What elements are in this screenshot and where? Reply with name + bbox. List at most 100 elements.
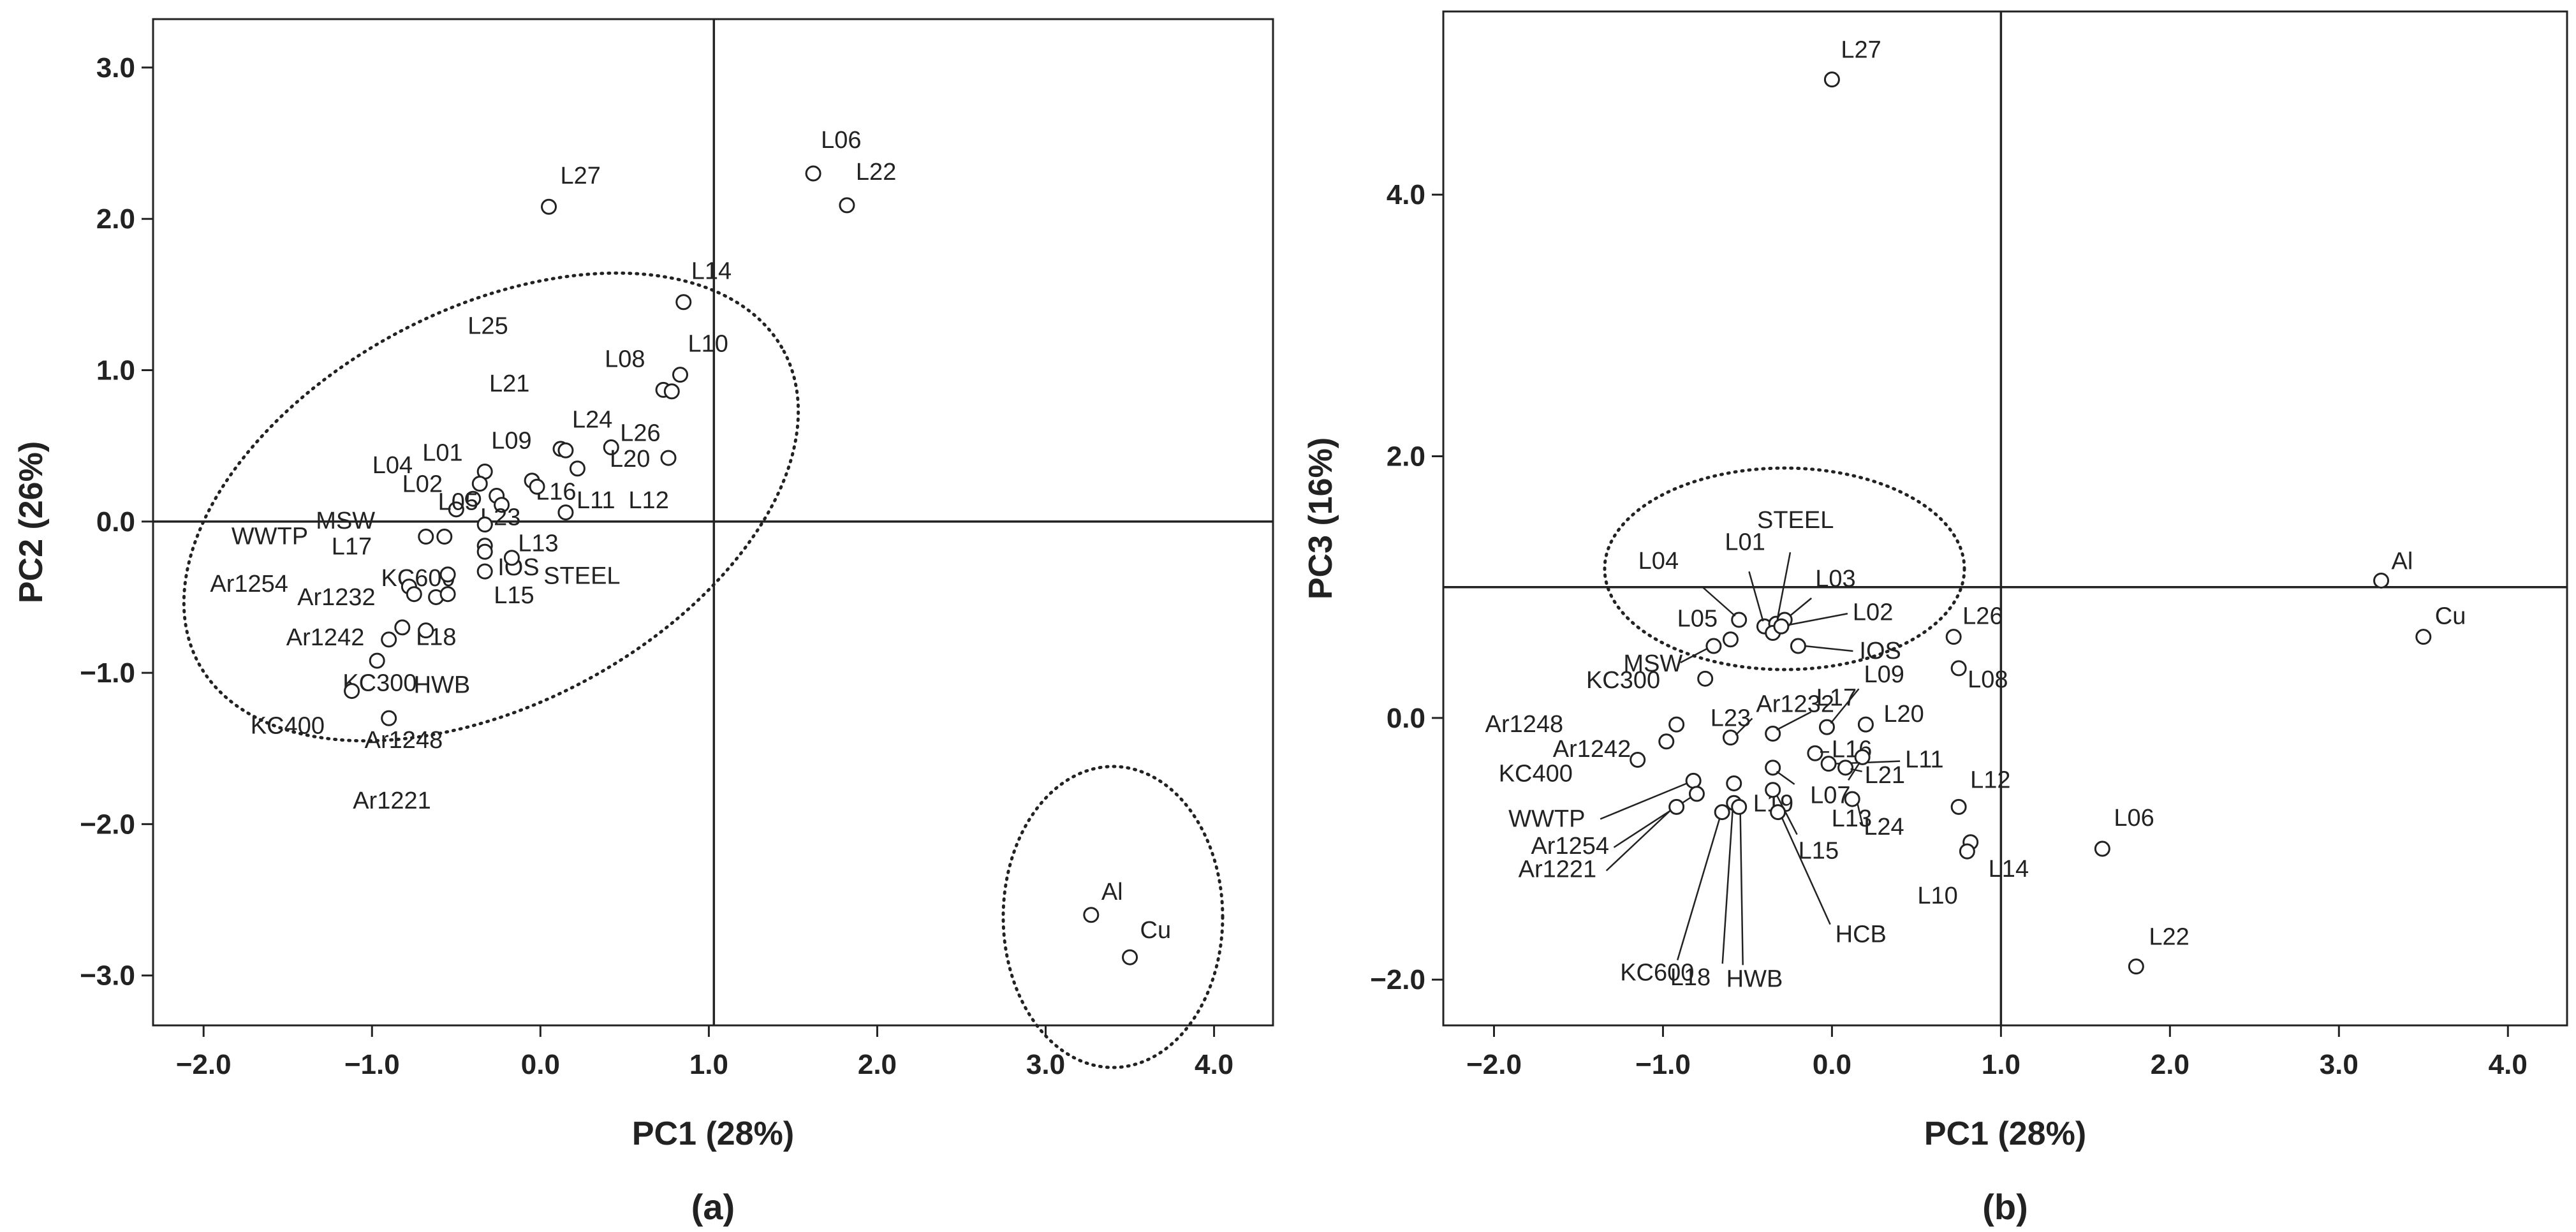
- label-leader-line: [1789, 598, 1813, 617]
- point-label: L06: [2114, 805, 2154, 832]
- label-leader-line: [1701, 586, 1736, 617]
- panel-a-pc1-vs-pc2: −2.0 −1.0 0.0 1.0 2.0 3.0 4.0 3.0 2.0 1.0 0.0 −1.0 −…: [13, 18, 1274, 1227]
- data-point: [1807, 745, 1823, 761]
- point-label: Ar1242: [1553, 736, 1631, 763]
- y-tick-label: −3.0: [80, 960, 135, 992]
- label-leader-line: [1856, 802, 1864, 825]
- point-label: Ar1221: [353, 788, 431, 814]
- data-point: [675, 294, 692, 311]
- data-point: [672, 367, 689, 383]
- point-label: STEEL: [1757, 507, 1834, 534]
- x-axis-title: PC1 (28%): [632, 1115, 794, 1152]
- data-point: [1950, 660, 1967, 677]
- point-label: KC300: [1586, 667, 1660, 694]
- data-point: [663, 383, 680, 400]
- point-label: L27: [1841, 37, 1881, 64]
- x-tick-label: 3.0: [1026, 1049, 1065, 1080]
- label-leader-line: [1776, 795, 1798, 835]
- point-label: KC400: [1499, 761, 1573, 788]
- point-label: L06: [821, 127, 861, 154]
- data-point: [1688, 786, 1705, 802]
- point-label: L23: [1711, 705, 1751, 731]
- data-point: [529, 478, 545, 495]
- data-point: [660, 450, 677, 466]
- y-axis-title: PC2 (26%): [13, 441, 50, 603]
- point-label: L18: [1670, 964, 1711, 991]
- point-label: L21: [1865, 762, 1905, 789]
- point-label: L04: [372, 452, 413, 479]
- point-label: L14: [691, 258, 732, 285]
- point-label: HWB: [1726, 965, 1783, 992]
- data-point: [476, 517, 493, 533]
- data-point: [1705, 638, 1722, 654]
- label-leader-line: [1787, 613, 1848, 626]
- panel-label: (a): [691, 1187, 735, 1227]
- point-label: L10: [1917, 883, 1957, 909]
- point-label: L26: [1962, 603, 2003, 630]
- data-point: [1731, 612, 1748, 628]
- point-label: Ar1232: [1756, 691, 1834, 718]
- point-label: L15: [1799, 838, 1839, 865]
- data-point: [1844, 791, 1860, 807]
- point-label: L24: [572, 406, 612, 433]
- point-label: L12: [1970, 766, 2010, 793]
- data-point: [2128, 958, 2144, 975]
- data-point: [418, 529, 434, 545]
- label-leader-line: [1848, 761, 1861, 781]
- data-point: [1630, 752, 1646, 768]
- data-point: [369, 652, 385, 669]
- label-leader-line: [1804, 645, 1853, 652]
- data-point: [439, 586, 456, 603]
- data-point: [569, 460, 585, 477]
- point-label: L05: [438, 489, 478, 516]
- group-ellipse: [1001, 765, 1225, 1069]
- x-tick-label: −2.0: [1466, 1049, 1522, 1080]
- x-tick-label: −1.0: [1635, 1049, 1691, 1080]
- x-tick-label: −1.0: [344, 1049, 400, 1080]
- label-leader-line: [1739, 813, 1744, 965]
- label-leader-line: [1676, 818, 1721, 960]
- data-point: [1945, 629, 1962, 645]
- data-point: [1818, 719, 1835, 735]
- point-label: L04: [1638, 548, 1679, 575]
- point-label: Al: [2392, 548, 2413, 575]
- label-leader-line: [1748, 571, 1764, 622]
- panel-b-pc1-vs-pc3: −2.0 −1.0 0.0 1.0 2.0 3.0 4.0 4.0 2.0 0.0 −2.0 PC1 …: [1302, 10, 2568, 1227]
- point-label: L27: [561, 163, 601, 189]
- data-point: [381, 710, 397, 726]
- point-label: KC400: [251, 713, 325, 740]
- point-label: Ar1221: [1519, 856, 1597, 883]
- data-point: [406, 586, 422, 603]
- data-point: [1765, 782, 1781, 798]
- data-point: [1726, 775, 1742, 791]
- point-label: HCB: [1836, 921, 1887, 948]
- y-tick-label: 2.0: [96, 203, 135, 235]
- point-label: Cu: [2435, 603, 2466, 630]
- x-tick-label: 2.0: [2151, 1049, 2190, 1080]
- data-point: [1950, 798, 1967, 815]
- label-leader-line: [1605, 810, 1671, 872]
- x-tick-label: 4.0: [2489, 1049, 2528, 1080]
- point-label: Ar1232: [297, 584, 376, 611]
- x-tick-label: −2.0: [176, 1049, 232, 1080]
- data-point: [1668, 716, 1685, 733]
- data-point: [436, 529, 453, 545]
- point-label: L22: [2149, 924, 2189, 951]
- point-label: L14: [1989, 856, 2029, 883]
- data-point: [1823, 71, 1840, 88]
- data-point: [541, 198, 557, 215]
- point-label: L07: [1810, 782, 1850, 809]
- point-label: L20: [1883, 701, 1924, 728]
- data-point: [1083, 907, 1100, 923]
- x-axis-title: PC1 (28%): [1924, 1115, 2086, 1152]
- data-point: [394, 619, 411, 636]
- group-ellipse: [1603, 466, 1966, 671]
- point-label: WWTP: [1508, 805, 1585, 832]
- data-point: [439, 566, 456, 583]
- data-point: [1857, 716, 1874, 733]
- point-label: Ar1242: [286, 624, 365, 651]
- y-axis-title: PC3 (16%): [1302, 437, 1339, 599]
- x-tick-label: 4.0: [1195, 1049, 1233, 1080]
- label-leader-line: [1776, 552, 1792, 619]
